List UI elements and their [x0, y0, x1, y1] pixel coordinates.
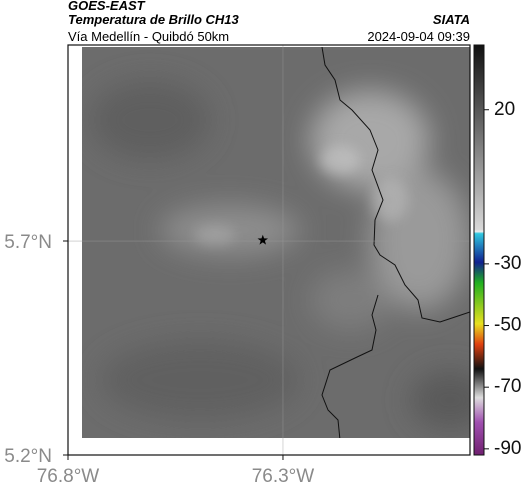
y-tick-label: 5.7°N [4, 232, 52, 253]
colorbar-label: -30 [494, 253, 521, 274]
route: Vía Medellín - Quibdó 50km [68, 29, 229, 44]
agency: SIATA [433, 12, 470, 27]
x-tick-label: 76.8°W [37, 466, 100, 487]
colorbar-label: -70 [494, 376, 521, 397]
colorbar-label: -50 [494, 315, 521, 336]
station-marker [257, 234, 268, 245]
product: Temperatura de Brillo CH13 [68, 12, 240, 27]
map-frame [67, 44, 471, 456]
timestamp: 2024-09-04 09:39 [367, 29, 470, 44]
colorbar-label: -90 [494, 438, 521, 459]
satellite-image [82, 47, 470, 438]
colorbar [473, 44, 485, 456]
y-tick-label: 5.2°N [4, 446, 52, 467]
colorbar-label: 20 [494, 99, 515, 120]
x-tick-label: 76.3°W [252, 466, 315, 487]
satellite: GOES-EAST [68, 0, 146, 13]
